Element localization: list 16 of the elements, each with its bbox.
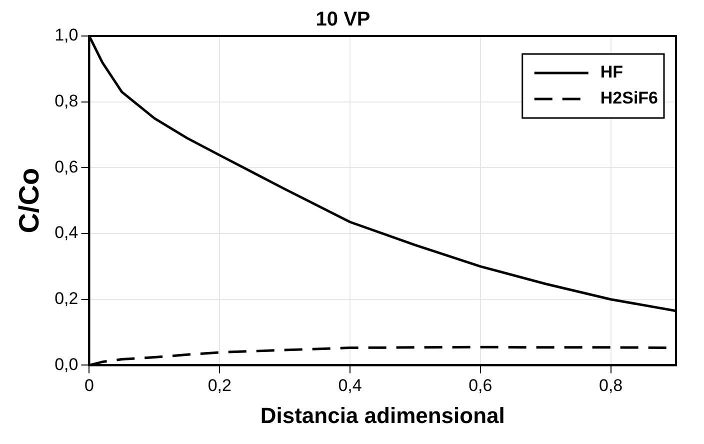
y-tick-label: 1,0	[54, 26, 78, 45]
chart-title: 10 VP	[316, 8, 370, 31]
x-axis-title: Distancia adimensional	[260, 402, 505, 428]
legend-label: HF	[600, 62, 624, 82]
y-tick-label: 0,6	[54, 157, 78, 176]
x-tick-label: 0,2	[208, 376, 232, 396]
x-tick-label: 0,4	[338, 376, 362, 396]
x-tick-label: 0	[84, 376, 94, 396]
legend-label: H2SiF6	[600, 88, 658, 108]
y-tick-label: 0,2	[54, 289, 78, 308]
x-tick-label: 0,8	[598, 376, 623, 396]
y-tick-label: 0,4	[54, 223, 78, 242]
y-axis-title: C/Co	[14, 168, 45, 234]
y-tick-label: 0,0	[54, 354, 78, 374]
x-tick-label: 0,6	[468, 376, 492, 396]
y-tick-label: 0,8	[54, 92, 78, 111]
